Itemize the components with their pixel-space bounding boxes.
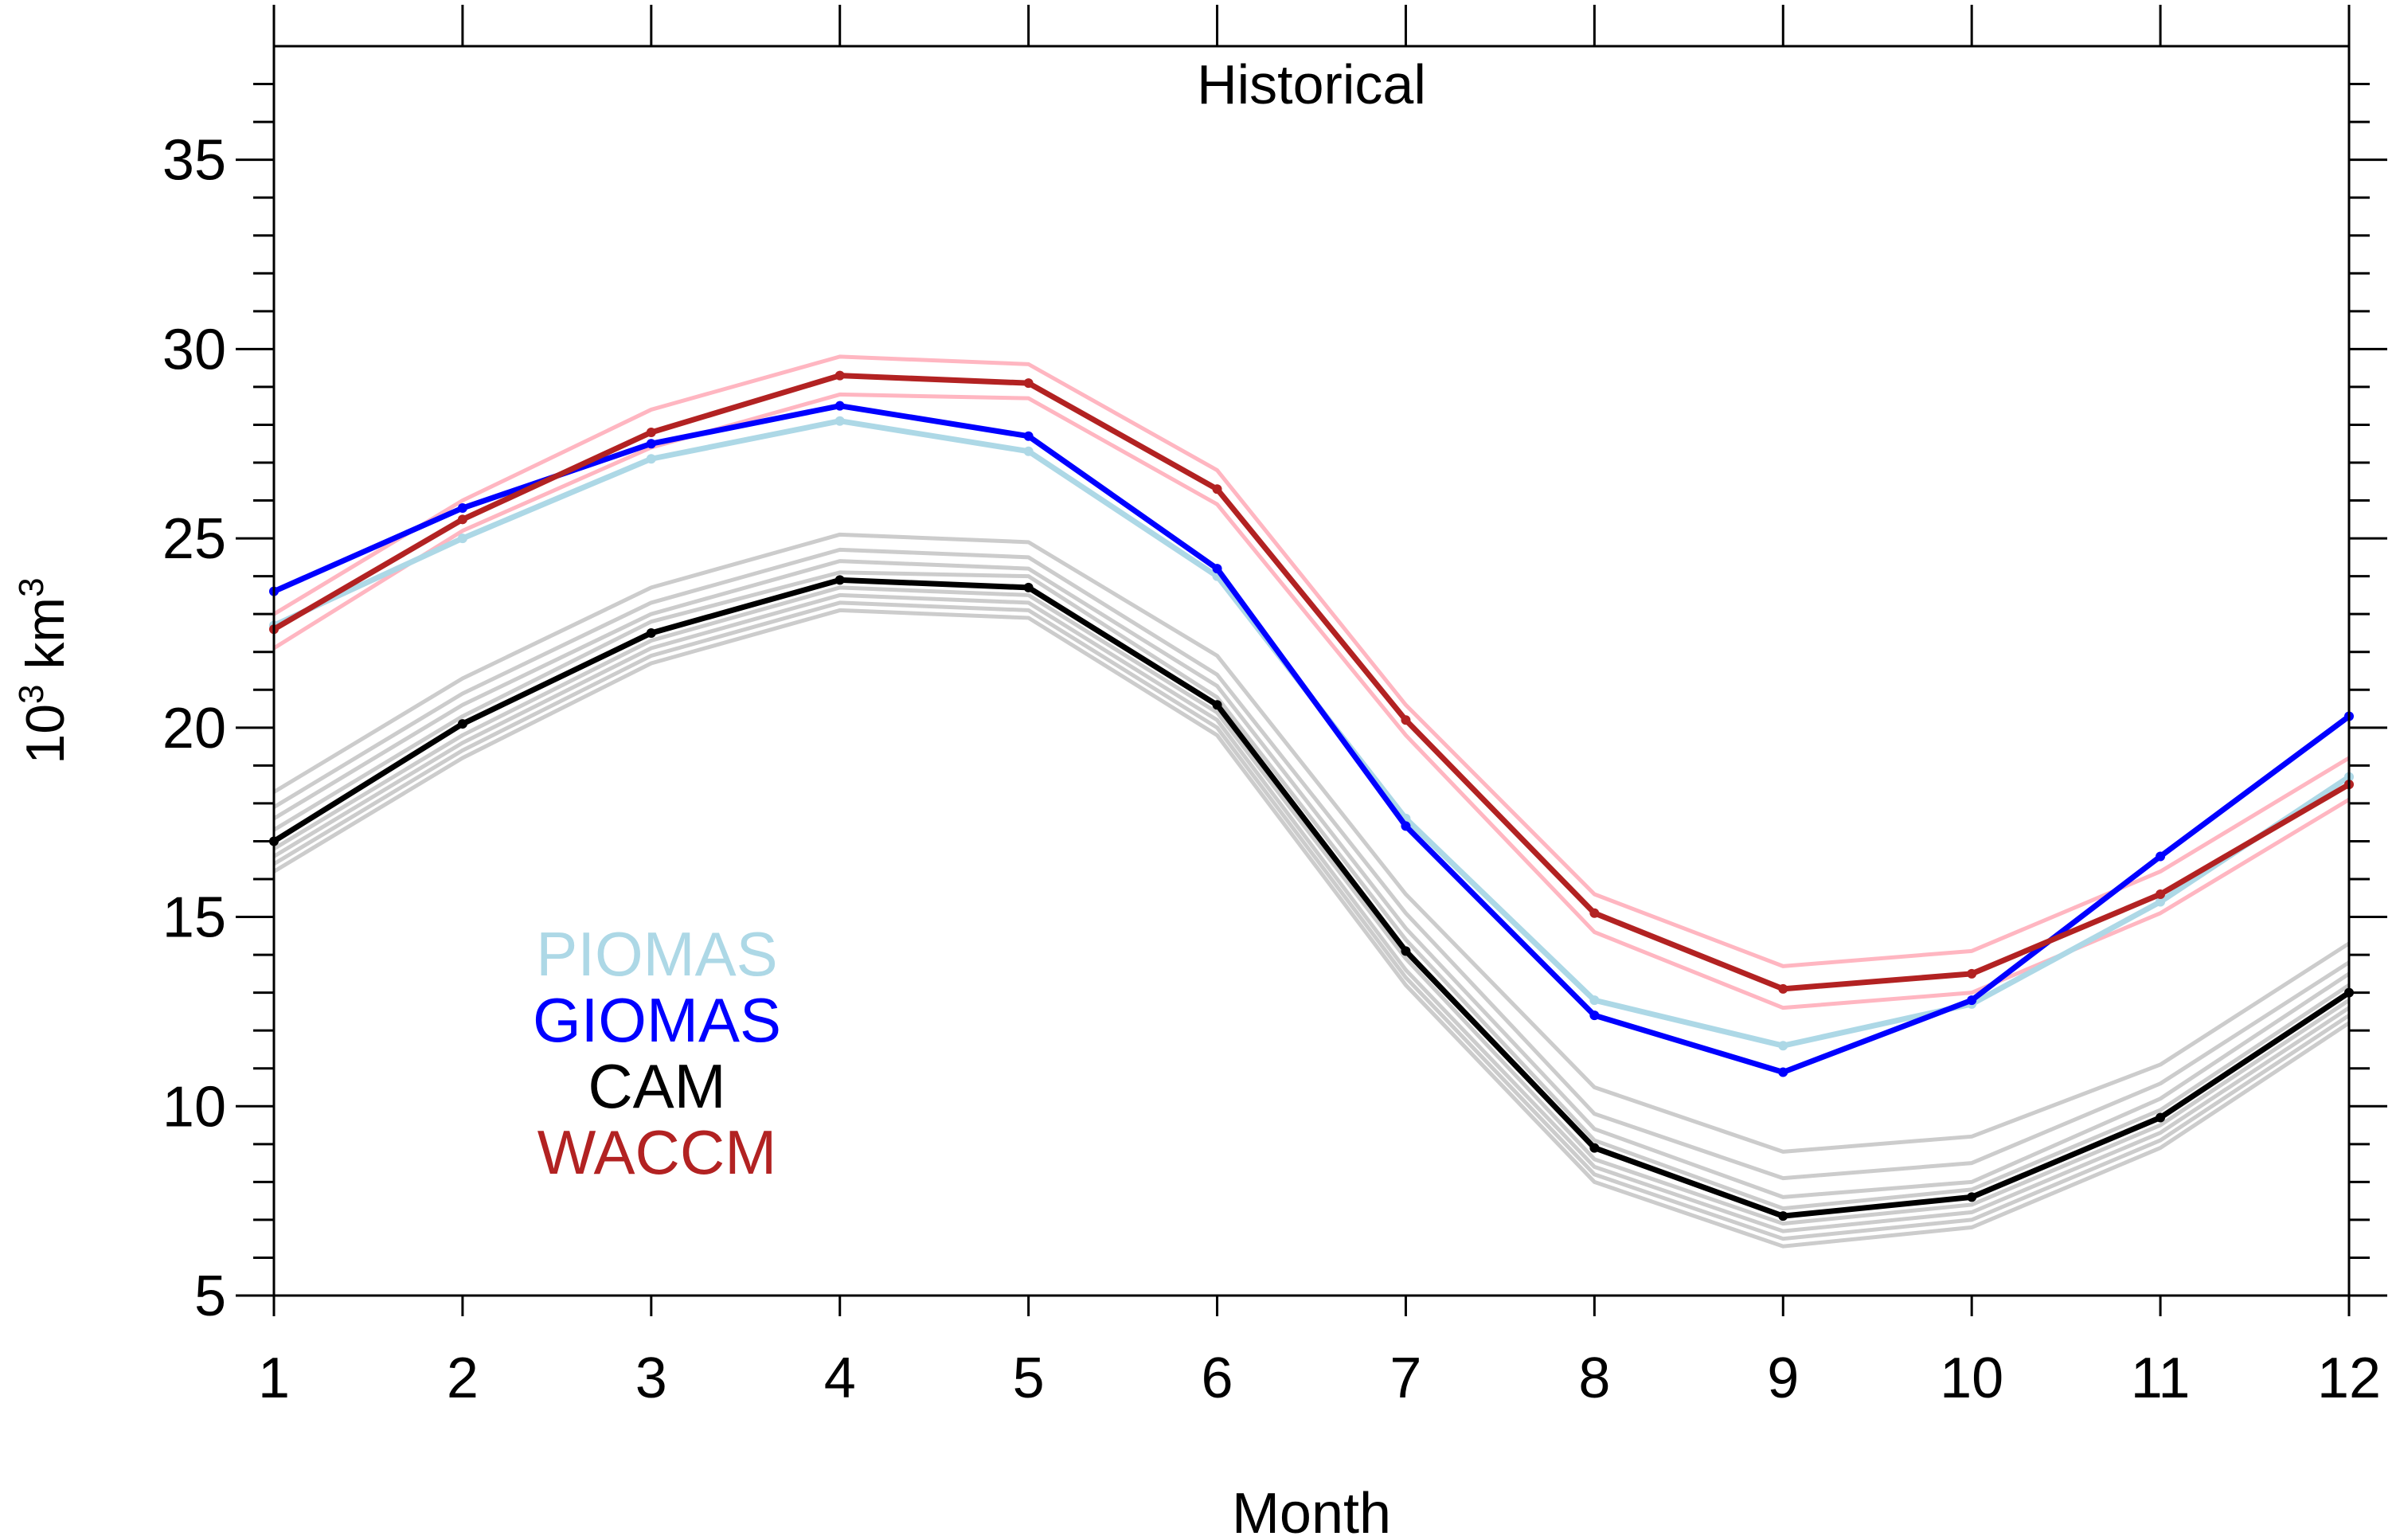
y-axis-label: 103 km3 (12, 577, 76, 764)
data-point-piomas-3 (646, 454, 656, 464)
y-tick-label-25: 25 (162, 507, 226, 571)
x-tick-label-8: 8 (1578, 1347, 1610, 1410)
data-point-piomas-5 (1023, 446, 1034, 456)
x-tick-label-9: 9 (1767, 1347, 1799, 1410)
data-point-piomas-9 (1778, 1041, 1788, 1051)
ensemble-line-cam-10 (272, 608, 2351, 1249)
data-point-waccm-9 (1778, 983, 1788, 994)
y-tick-label-30: 30 (162, 318, 226, 381)
ensemble-line-cam-4 (272, 547, 2351, 1181)
ensemble-line-waccm-1 (272, 354, 2351, 968)
data-point-waccm-11 (2156, 889, 2166, 900)
data-point-waccm-10 (1967, 968, 1977, 979)
data-point-cam-3 (646, 627, 656, 638)
ensemble-line-cam-3 (272, 532, 2351, 1154)
series-line-giomas (272, 403, 2351, 1075)
x-tick-label-7: 7 (1390, 1347, 1421, 1410)
axis-ticks (236, 5, 2387, 1316)
ensemble-line-cam-9 (272, 600, 2351, 1241)
data-point-cam-4 (834, 575, 845, 585)
data-point-waccm-5 (1023, 378, 1034, 389)
y-axis-label-unit: km (15, 597, 76, 670)
data-point-piomas-8 (1589, 995, 1600, 1006)
legend: PIOMAS GIOMAS CAM WACCM (533, 919, 781, 1187)
data-point-giomas-3 (646, 439, 656, 449)
ensemble-line-cam-7 (272, 585, 2351, 1226)
data-point-giomas-5 (1023, 431, 1034, 441)
legend-item-cam: CAM (588, 1051, 725, 1121)
x-tick-label-10: 10 (1940, 1347, 2003, 1410)
legend-item-waccm: WACCM (537, 1117, 776, 1187)
y-tick-label-5: 5 (194, 1264, 226, 1328)
x-tick-label-3: 3 (635, 1347, 667, 1410)
data-point-cam-5 (1023, 582, 1034, 592)
legend-item-piomas: PIOMAS (536, 919, 777, 989)
x-tick-label-6: 6 (1202, 1347, 1233, 1410)
x-tick-label-11: 11 (2131, 1347, 2191, 1410)
data-point-giomas-9 (1778, 1067, 1788, 1077)
data-point-waccm-7 (1401, 715, 1411, 725)
ensemble-members (272, 354, 2351, 1249)
x-tick-label-12: 12 (2317, 1347, 2381, 1410)
y-tick-label-10: 10 (162, 1075, 226, 1139)
series-line-cam (272, 577, 2351, 1219)
data-point-waccm-6 (1212, 484, 1222, 494)
y-axis-label-base: 10 (15, 704, 76, 764)
ensemble-line-cam-5 (272, 559, 2351, 1199)
data-point-giomas-8 (1589, 1010, 1600, 1021)
data-point-cam-9 (1778, 1211, 1788, 1221)
data-point-piomas-2 (457, 534, 467, 544)
series-line-waccm (272, 373, 2351, 992)
y-tick-label-35: 35 (162, 129, 226, 193)
x-tick-label-2: 2 (447, 1347, 479, 1410)
x-tick-label-5: 5 (1013, 1347, 1045, 1410)
data-point-giomas-4 (834, 401, 845, 411)
data-point-piomas-11 (2156, 897, 2166, 907)
data-point-cam-2 (457, 719, 467, 729)
x-axis-label: Month (1232, 1482, 1391, 1540)
ensemble-line-cam-8 (272, 592, 2351, 1233)
plot-frame (272, 45, 2351, 1297)
data-point-piomas-4 (834, 416, 845, 426)
data-point-waccm-4 (834, 370, 845, 381)
y-tick-label-20: 20 (162, 697, 226, 760)
data-point-giomas-7 (1401, 821, 1411, 831)
x-tick-label-4: 4 (824, 1347, 856, 1410)
series-lines (269, 370, 2354, 1221)
data-point-giomas-10 (1967, 995, 1977, 1006)
data-point-giomas-2 (457, 503, 467, 514)
ensemble-line-cam-6 (272, 570, 2351, 1211)
data-point-waccm-2 (457, 514, 467, 525)
x-tick-label-1: 1 (258, 1347, 290, 1410)
y-axis-label-unit-exp: 3 (12, 577, 51, 596)
data-point-giomas-6 (1212, 564, 1222, 574)
data-point-waccm-3 (646, 427, 656, 437)
y-axis-label-exp: 3 (12, 684, 51, 703)
data-point-cam-11 (2156, 1112, 2166, 1123)
data-point-giomas-11 (2156, 851, 2166, 862)
chart-title: Historical (1197, 53, 1426, 115)
data-point-cam-7 (1401, 946, 1411, 956)
y-tick-label-15: 15 (162, 886, 226, 950)
data-point-cam-10 (1967, 1192, 1977, 1202)
data-point-cam-8 (1589, 1143, 1600, 1153)
data-point-waccm-8 (1589, 908, 1600, 918)
data-point-cam-6 (1212, 700, 1222, 710)
legend-item-giomas: GIOMAS (533, 985, 781, 1055)
